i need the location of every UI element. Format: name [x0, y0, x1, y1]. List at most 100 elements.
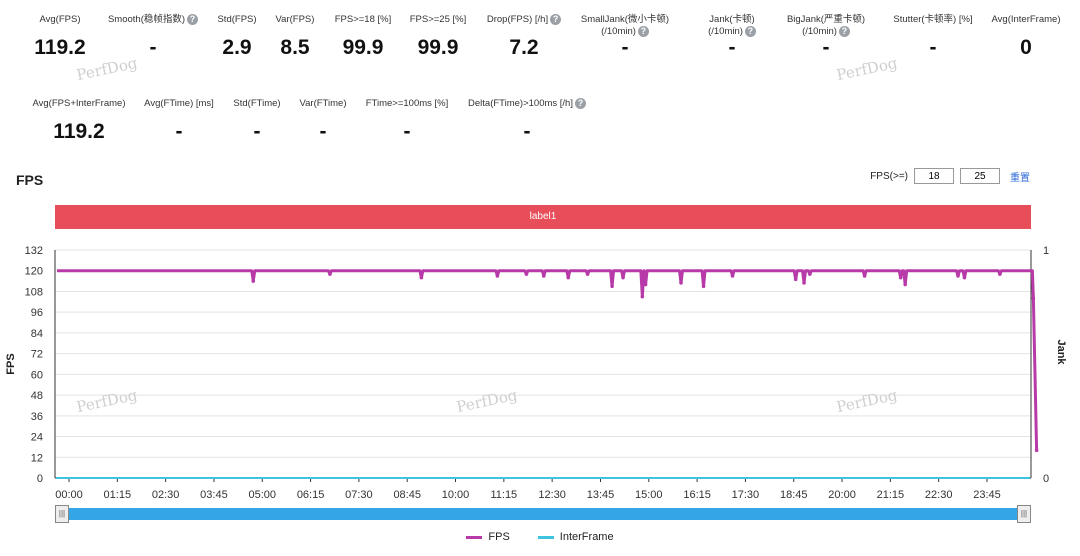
legend-item-interframe[interactable]: InterFrame: [537, 531, 614, 543]
stat-label-text: FPS>=25 [%]: [409, 14, 467, 25]
y-tick-label: 48: [31, 390, 43, 402]
stat-block: Jank(卡顿) (/10min)? -: [672, 14, 792, 60]
y-axis-title: FPS: [5, 353, 17, 374]
y2-tick-label: 0: [1043, 473, 1049, 485]
stat-label: Jank(卡顿) (/10min)?: [672, 14, 792, 38]
y-tick-label: 84: [31, 328, 43, 340]
x-tick-label: 08:45: [393, 489, 421, 501]
stat-value: -: [149, 36, 157, 60]
stat-block: Drop(FPS) [/h]? 7.2: [464, 14, 584, 60]
stat-label-text: Avg(FPS+InterFrame): [32, 98, 126, 109]
x-tick-label: 12:30: [538, 489, 566, 501]
fps-threshold-high-input[interactable]: [960, 168, 1000, 184]
stat-label-text: Drop(FPS) [/h]: [486, 14, 549, 26]
legend-item-fps[interactable]: FPS: [466, 531, 510, 543]
stat-block: FPS>=18 [%] 99.9: [303, 14, 423, 60]
fps-dip-point: [793, 277, 798, 282]
y-tick-label: 132: [25, 245, 43, 257]
stat-label-text: FTime>=100ms [%]: [365, 98, 449, 109]
stat-label: Avg(FTime) [ms]: [119, 98, 239, 110]
x-tick-label: 17:30: [732, 489, 760, 501]
fps-dip-point: [610, 284, 614, 289]
stat-label: FPS>=25 [%]: [378, 14, 498, 26]
help-icon[interactable]: ?: [187, 14, 199, 25]
help-icon[interactable]: ?: [838, 26, 850, 37]
fps-dip-point: [998, 272, 1002, 276]
stat-block: Std(FPS) 2.9: [177, 14, 297, 60]
y-tick-label: 36: [31, 411, 43, 423]
stat-value: -: [523, 120, 531, 144]
x-tick-label: 15:00: [635, 489, 663, 501]
x-tick-label: 13:45: [587, 489, 615, 501]
fps-dip-point: [566, 275, 571, 280]
slider-right-handle[interactable]: |||: [1017, 505, 1031, 523]
help-icon[interactable]: ?: [574, 98, 586, 109]
fps-dip-point: [419, 275, 424, 280]
y-tick-label: 60: [31, 369, 43, 381]
label-bar[interactable]: label1: [55, 205, 1031, 229]
fps-chart: 0 12 24 36 48 60 72 84 96 108 120 132 0 1 FPS Jank 00:00…: [5, 245, 1067, 501]
stat-value: -: [175, 120, 183, 143]
fps-dip-point: [962, 275, 967, 280]
y-tick-label: 24: [31, 432, 43, 444]
stat-block: Delta(FTime)>100ms [/h]? -: [467, 98, 587, 144]
stat-label: Std(FTime): [197, 98, 317, 110]
stat-label: BigJank(严重卡顿) (/10min)?: [766, 14, 886, 38]
y-tick-label: 108: [25, 286, 43, 298]
stat-label-text: Var(FTime): [299, 98, 347, 109]
stat-block: Stutter(卡顿率) [%] -: [873, 14, 993, 60]
stat-label: Avg(FPS+InterFrame): [19, 98, 139, 110]
fps-dip-point: [808, 272, 812, 276]
stat-label-text: Stutter(卡顿率) [%]: [893, 14, 973, 25]
stat-label: Std(FPS): [177, 14, 297, 26]
stat-label-text: FPS>=18 [%]: [334, 14, 392, 25]
fps-threshold-low-input[interactable]: [914, 168, 954, 184]
stat-label-unit: (/10min): [708, 26, 743, 38]
stat-label-text: Avg(FPS): [39, 14, 81, 25]
stat-label-text: Std(FTime): [233, 98, 281, 109]
stat-value: -: [929, 36, 937, 59]
legend-label-interframe: InterFrame: [559, 531, 614, 543]
fps-dip-point: [730, 274, 735, 278]
help-icon[interactable]: ?: [550, 14, 562, 25]
help-icon[interactable]: ?: [637, 26, 649, 37]
stat-block: Var(FPS) 8.5: [235, 14, 355, 60]
x-tick-label: 22:30: [925, 489, 953, 501]
time-range-slider[interactable]: ||| |||: [55, 505, 1031, 523]
y2-axis-title: Jank: [1055, 339, 1067, 365]
stat-block: FPS>=25 [%] 99.9: [378, 14, 498, 60]
stat-value: 119.2: [34, 36, 86, 59]
stat-block: BigJank(严重卡顿) (/10min)? -: [766, 14, 886, 60]
stat-value: -: [319, 120, 327, 143]
stat-block: SmallJank(微小卡顿) (/10min)? -: [565, 14, 685, 60]
legend-swatch-interframe: [537, 535, 554, 539]
x-tick-label: 18:45: [780, 489, 808, 501]
stat-block: FTime>=100ms [%] -: [347, 98, 467, 144]
slider-left-handle[interactable]: |||: [55, 505, 69, 523]
help-icon[interactable]: ?: [744, 26, 756, 37]
stat-block: Avg(FPS) 119.2: [0, 14, 120, 60]
stat-value: 99.9: [417, 36, 459, 59]
stat-value: -: [253, 120, 261, 143]
fps-dip-point: [328, 272, 332, 276]
stat-block: Smooth(稳帧指数)? -: [93, 14, 213, 60]
stat-label: Drop(FPS) [/h]?: [464, 14, 584, 26]
fps-dip-point: [1031, 296, 1036, 301]
x-tick-label: 01:15: [104, 489, 132, 501]
series-fps: [57, 269, 1039, 451]
chart-legend: FPS InterFrame: [0, 531, 1080, 543]
stat-label-unit: (/10min): [802, 26, 837, 38]
fps-dip-point: [524, 272, 529, 276]
stat-label-unit: (/10min): [601, 26, 636, 38]
x-tick-label: 02:30: [152, 489, 180, 501]
stat-value: -: [403, 120, 411, 143]
stat-label-text: Avg(InterFrame): [991, 14, 1061, 25]
stat-value: -: [822, 36, 830, 60]
stat-label-text: BigJank(严重卡顿): [786, 14, 866, 25]
slider-track[interactable]: [65, 508, 1021, 520]
stat-label: Stutter(卡顿率) [%]: [873, 14, 993, 26]
legend-label-fps: FPS: [488, 531, 510, 543]
reset-link[interactable]: 重置: [1010, 172, 1030, 184]
fps-dip-point: [903, 282, 907, 287]
fps-dip-point: [679, 281, 683, 285]
